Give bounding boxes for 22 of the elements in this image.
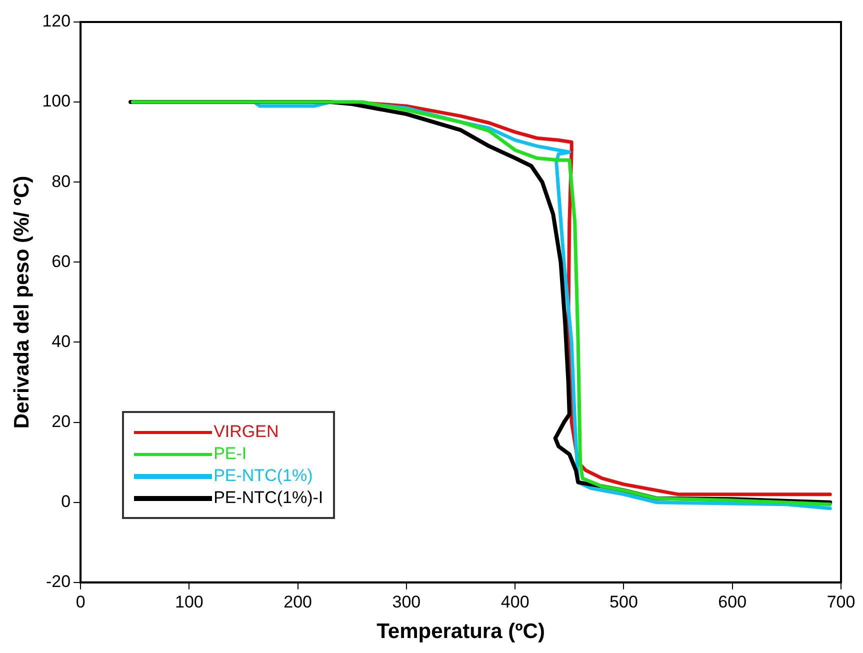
y-tick-label: 20 <box>52 412 71 431</box>
x-tick-label: 700 <box>826 592 856 612</box>
y-tick-label: -20 <box>46 572 71 592</box>
legend-label: PE-NTC(1%) <box>214 465 313 488</box>
x-tick-label: 0 <box>76 592 86 612</box>
x-tick-label: 500 <box>610 592 638 612</box>
y-tick-label: 0 <box>61 492 71 512</box>
x-tick-label: 300 <box>392 592 421 612</box>
x-tick-label: 400 <box>500 592 530 612</box>
x-tick-label: 200 <box>284 592 312 612</box>
y-tick-label: 60 <box>52 252 71 271</box>
x-tick-label: 600 <box>718 592 747 612</box>
legend-label: PE-I <box>214 443 247 466</box>
x-tick-label: 100 <box>175 592 204 612</box>
x-axis-title: Temperatura (ºC) <box>376 620 545 644</box>
y-tick-label: 120 <box>42 12 71 31</box>
y-tick-label: 100 <box>42 92 71 111</box>
legend-label: VIRGEN <box>214 421 279 444</box>
y-tick-label: 40 <box>52 332 71 351</box>
y-tick-label: 80 <box>52 172 71 191</box>
y-axis-title: Derivada del peso (%/ ºC) <box>10 176 34 429</box>
legend-label: PE-NTC(1%)-I <box>214 487 324 510</box>
